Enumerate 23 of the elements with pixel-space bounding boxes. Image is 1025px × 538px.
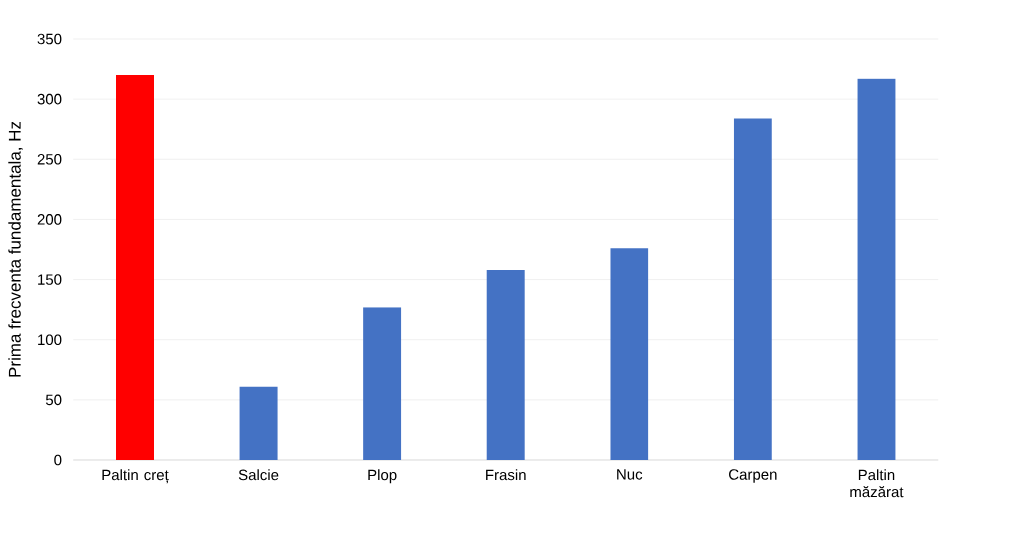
x-tick-label: Carpen — [729, 469, 777, 483]
y-tick-label: 250 — [37, 153, 62, 165]
x-tick-label: Plop — [368, 469, 397, 484]
bar — [363, 307, 402, 460]
bar — [610, 248, 649, 460]
y-tick-label: 150 — [38, 274, 62, 285]
bar — [733, 118, 772, 460]
x-tick-label: Nuc — [617, 469, 643, 480]
x-tick-label: Paltin creț — [102, 469, 169, 484]
x-tick-label: Paltin măzărat — [850, 469, 904, 498]
bar — [239, 386, 278, 460]
y-tick-label: 350 — [37, 33, 62, 45]
y-tick-label: 50 — [45, 394, 62, 406]
y-tick-label: 0 — [54, 454, 62, 466]
y-tick-label: 100 — [38, 334, 62, 346]
bar — [486, 269, 525, 460]
x-tick-label: Salcie — [238, 469, 279, 481]
y-tick-label: 200 — [37, 214, 62, 225]
y-axis-title: Prima frecventa fundamentala, Hz — [8, 121, 23, 377]
x-tick-label: Frasin — [486, 469, 526, 481]
bar — [857, 78, 896, 460]
bar — [116, 75, 154, 460]
y-tick-label: 300 — [37, 93, 62, 105]
